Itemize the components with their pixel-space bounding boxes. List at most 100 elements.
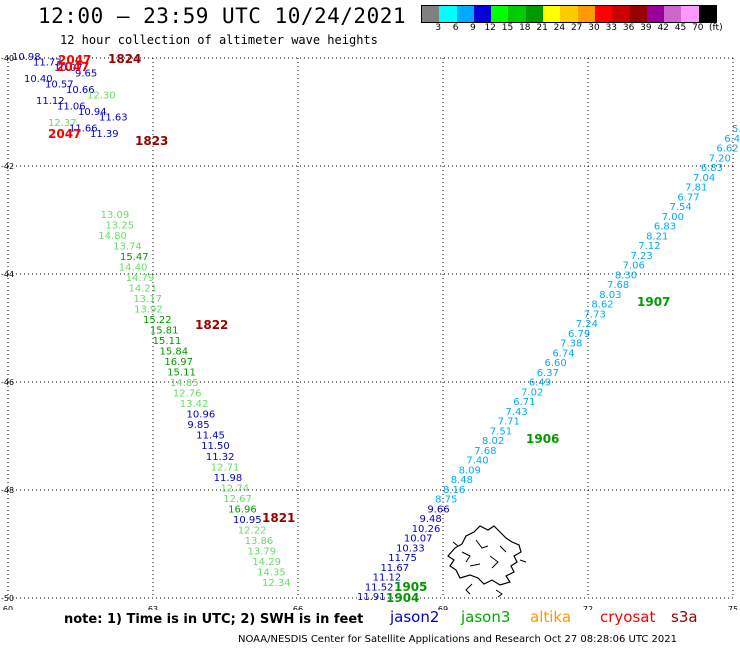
wave-height-value: 11.06 bbox=[57, 102, 86, 113]
wave-height-value: 14.21 bbox=[128, 283, 157, 294]
pass-time-label: 2047 bbox=[48, 127, 81, 141]
wave-height-value: 8.02 bbox=[482, 436, 504, 447]
wave-height-value: 7.20 bbox=[709, 153, 731, 164]
wave-height-value: 13.42 bbox=[180, 399, 209, 410]
wave-height-value: 7.06 bbox=[623, 261, 645, 272]
color-swatch bbox=[698, 6, 717, 22]
wave-height-value: 9.85 bbox=[187, 420, 209, 431]
pass-time-label: 2047 bbox=[56, 60, 89, 74]
wave-height-value: 13.25 bbox=[105, 220, 134, 231]
pass-time-label: 1823 bbox=[135, 134, 168, 148]
wave-height-value: 6.71 bbox=[513, 397, 535, 408]
wave-height-value: 7.68 bbox=[607, 280, 629, 291]
wave-height-value: 11.12 bbox=[36, 96, 65, 107]
legend-item-jason3: jason3 bbox=[461, 608, 511, 626]
color-scale-tick: 70 bbox=[692, 23, 704, 33]
wave-height-value: 8.09 bbox=[459, 465, 481, 476]
wave-height-value: 8.48 bbox=[451, 475, 473, 486]
wave-height-value: 10.66 bbox=[66, 85, 95, 96]
wave-height-value: 10.07 bbox=[404, 534, 433, 545]
wave-height-value: 6.83 bbox=[654, 222, 676, 233]
wave-height-value: 6.62 bbox=[716, 144, 738, 155]
wave-height-value: 6.83 bbox=[701, 163, 723, 174]
wave-height-value: 13.74 bbox=[113, 241, 142, 252]
wave-height-value: 12.22 bbox=[238, 525, 267, 536]
wave-height-value: 8.21 bbox=[646, 231, 668, 242]
wave-height-value: 5. bbox=[732, 124, 740, 135]
wave-height-value: 7.73 bbox=[584, 309, 606, 320]
color-swatch bbox=[664, 6, 682, 22]
latitude-label: -48 bbox=[1, 486, 14, 495]
pass-time-label: 1905 bbox=[394, 580, 427, 594]
wave-height-value: 7.12 bbox=[638, 241, 660, 252]
wave-height-value: 12.37 bbox=[48, 118, 77, 129]
wave-height-value: 10.98 bbox=[12, 52, 41, 63]
wave-height-value: 12.67 bbox=[223, 494, 252, 505]
wave-height-value: 12.71 bbox=[211, 462, 240, 473]
wave-height-value: 7.23 bbox=[630, 251, 652, 262]
wave-height-value: 11.32 bbox=[206, 452, 235, 463]
wave-height-value: 11.66 bbox=[69, 124, 98, 135]
wave-height-value: 10.57 bbox=[45, 80, 74, 91]
color-swatch bbox=[491, 6, 509, 22]
pass-time-label: 1906 bbox=[526, 432, 559, 446]
wave-height-value: 7.00 bbox=[662, 212, 684, 223]
wave-height-value: 14.85 bbox=[170, 378, 199, 389]
legend-item-altika: altika bbox=[530, 608, 572, 626]
wave-height-value: 8.62 bbox=[591, 300, 613, 311]
wave-height-value: 15.22 bbox=[143, 315, 172, 326]
map-subtitle: 12 hour collection of altimeter wave hei… bbox=[60, 33, 378, 47]
wave-height-value: 13.09 bbox=[101, 210, 130, 221]
color-swatch bbox=[473, 6, 492, 22]
color-swatch bbox=[594, 6, 613, 22]
wave-height-value: 11.39 bbox=[90, 129, 119, 140]
wave-height-value: 15.84 bbox=[160, 347, 189, 358]
color-swatch bbox=[560, 6, 578, 22]
latitude-label: -40 bbox=[1, 54, 14, 63]
wave-height-value: 11.75 bbox=[388, 553, 417, 564]
color-scale-tick: 45 bbox=[674, 23, 687, 33]
pass-time-label: 1822 bbox=[195, 318, 228, 332]
latitude-label: -42 bbox=[1, 162, 14, 171]
color-swatch bbox=[629, 6, 647, 22]
wave-height-value: 12.34 bbox=[262, 578, 291, 589]
legend-item-s3a: s3a bbox=[671, 608, 698, 626]
color-scale-tick: 9 bbox=[470, 23, 476, 33]
wave-height-value: 15.11 bbox=[153, 336, 182, 347]
wave-height-value: 13.86 bbox=[245, 536, 274, 547]
kerguelen-island-outline bbox=[447, 525, 527, 598]
color-swatch bbox=[422, 6, 440, 22]
color-swatch bbox=[508, 6, 526, 22]
wave-height-value: 16.96 bbox=[228, 504, 257, 515]
latitude-label: -50 bbox=[1, 594, 14, 603]
color-scale-tick: 39 bbox=[640, 23, 652, 33]
wave-height-value: 7.51 bbox=[490, 426, 512, 437]
wave-height-value: 10.96 bbox=[187, 410, 216, 421]
wave-height-value: 12.76 bbox=[173, 389, 202, 400]
legend-item-jason2: jason2 bbox=[390, 608, 440, 626]
wave-height-value: 12.74 bbox=[220, 483, 249, 494]
wave-height-value: 6.4 bbox=[724, 134, 740, 145]
axis-labels: -40 -42 -44 -46 -48 -50 60 63 66 69 72 75 bbox=[1, 54, 738, 610]
color-scale-tick: 30 bbox=[588, 23, 600, 33]
lat-lon-grid bbox=[7, 57, 734, 599]
color-scale-tick: 24 bbox=[553, 23, 566, 33]
wave-height-value: 10.33 bbox=[396, 543, 425, 554]
color-scale-tick: 6 bbox=[452, 23, 459, 33]
wave-height-value: 15.47 bbox=[120, 252, 149, 263]
wave-height-value: 7.04 bbox=[693, 173, 715, 184]
pass-time-label: 1904 bbox=[386, 591, 419, 605]
color-swatch bbox=[646, 6, 665, 22]
wave-height-value: 11.98 bbox=[214, 473, 243, 484]
wave-height-value: 16.97 bbox=[164, 357, 193, 368]
color-scale-tick: 36 bbox=[622, 23, 635, 33]
wave-height-value: 7.43 bbox=[505, 407, 527, 418]
color-swatch bbox=[439, 6, 457, 22]
color-swatch bbox=[612, 6, 630, 22]
pass-time-label: 1824 bbox=[108, 52, 141, 66]
longitude-label: 72 bbox=[583, 605, 593, 610]
wave-height-value: 11.67 bbox=[380, 563, 409, 574]
wave-height-value: 14.29 bbox=[252, 557, 281, 568]
map-title: 12:00 – 23:59 UTC 10/24/2021 bbox=[38, 4, 407, 28]
